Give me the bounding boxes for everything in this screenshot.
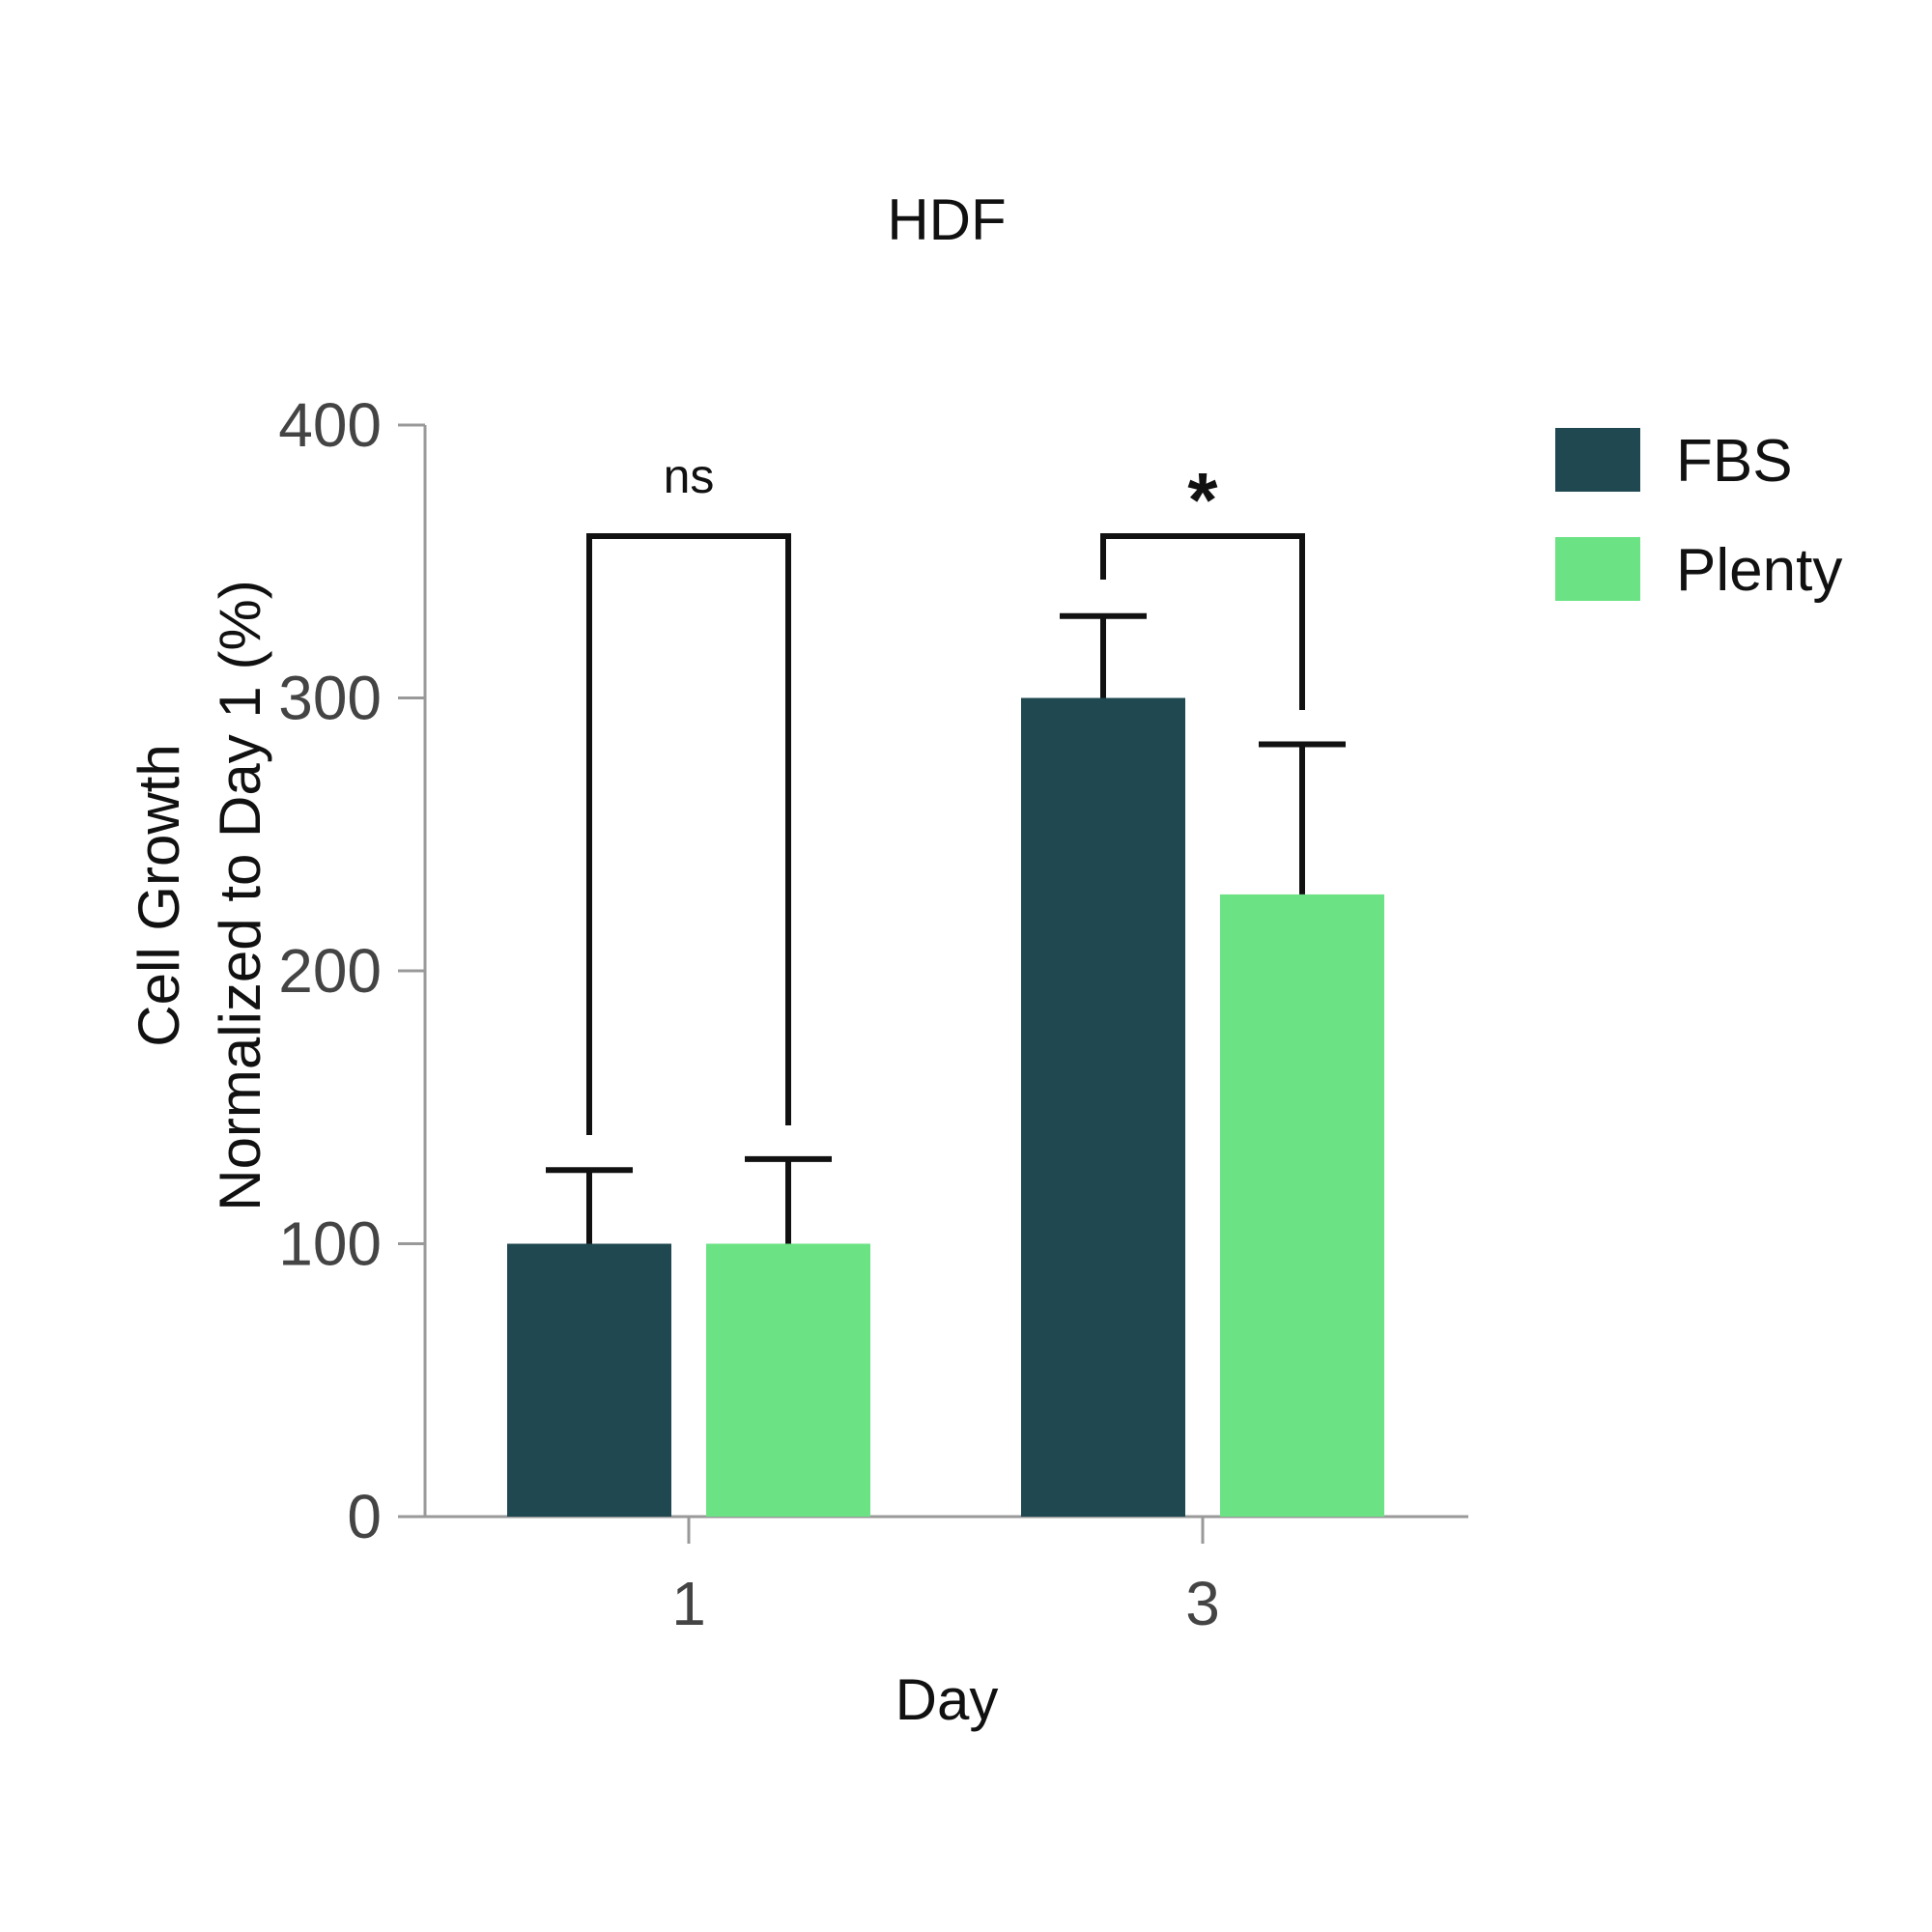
legend: FBS Plenty — [1555, 428, 1842, 604]
chart-title: HDF — [887, 187, 1006, 252]
y-tick-label: 400 — [278, 390, 382, 460]
y-axis-label-line-2: Normalized to Day 1 (%) — [208, 580, 272, 1211]
bar-plenty-day-3 — [1220, 894, 1384, 1517]
plot-area: 0 100 200 300 400 1 3 ns * — [278, 390, 1468, 1638]
y-tick-label: 300 — [278, 664, 382, 733]
legend-swatch-fbs — [1555, 428, 1640, 492]
y-tick-label: 100 — [278, 1209, 382, 1279]
y-axis-label: Cell Growth Normalized to Day 1 (%) — [127, 580, 272, 1211]
significance-label: ns — [664, 449, 715, 503]
significance-bracket — [586, 533, 791, 1135]
x-tick-label: 1 — [671, 1569, 706, 1638]
legend-label-plenty: Plenty — [1676, 537, 1842, 604]
x-tick-label: 3 — [1185, 1569, 1220, 1638]
significance-bracket — [1100, 533, 1305, 710]
bar-fbs-day-3 — [1021, 697, 1185, 1517]
legend-label-fbs: FBS — [1676, 428, 1793, 495]
significance-label: * — [1187, 457, 1218, 543]
y-tick-label: 0 — [347, 1482, 382, 1551]
y-tick-label: 200 — [278, 936, 382, 1006]
bar-fbs-day-1 — [507, 1243, 671, 1517]
bar-plenty-day-1 — [706, 1243, 870, 1517]
legend-swatch-plenty — [1555, 537, 1640, 601]
x-axis-label: Day — [895, 1667, 999, 1732]
y-axis-label-line-1: Cell Growth — [127, 744, 191, 1046]
